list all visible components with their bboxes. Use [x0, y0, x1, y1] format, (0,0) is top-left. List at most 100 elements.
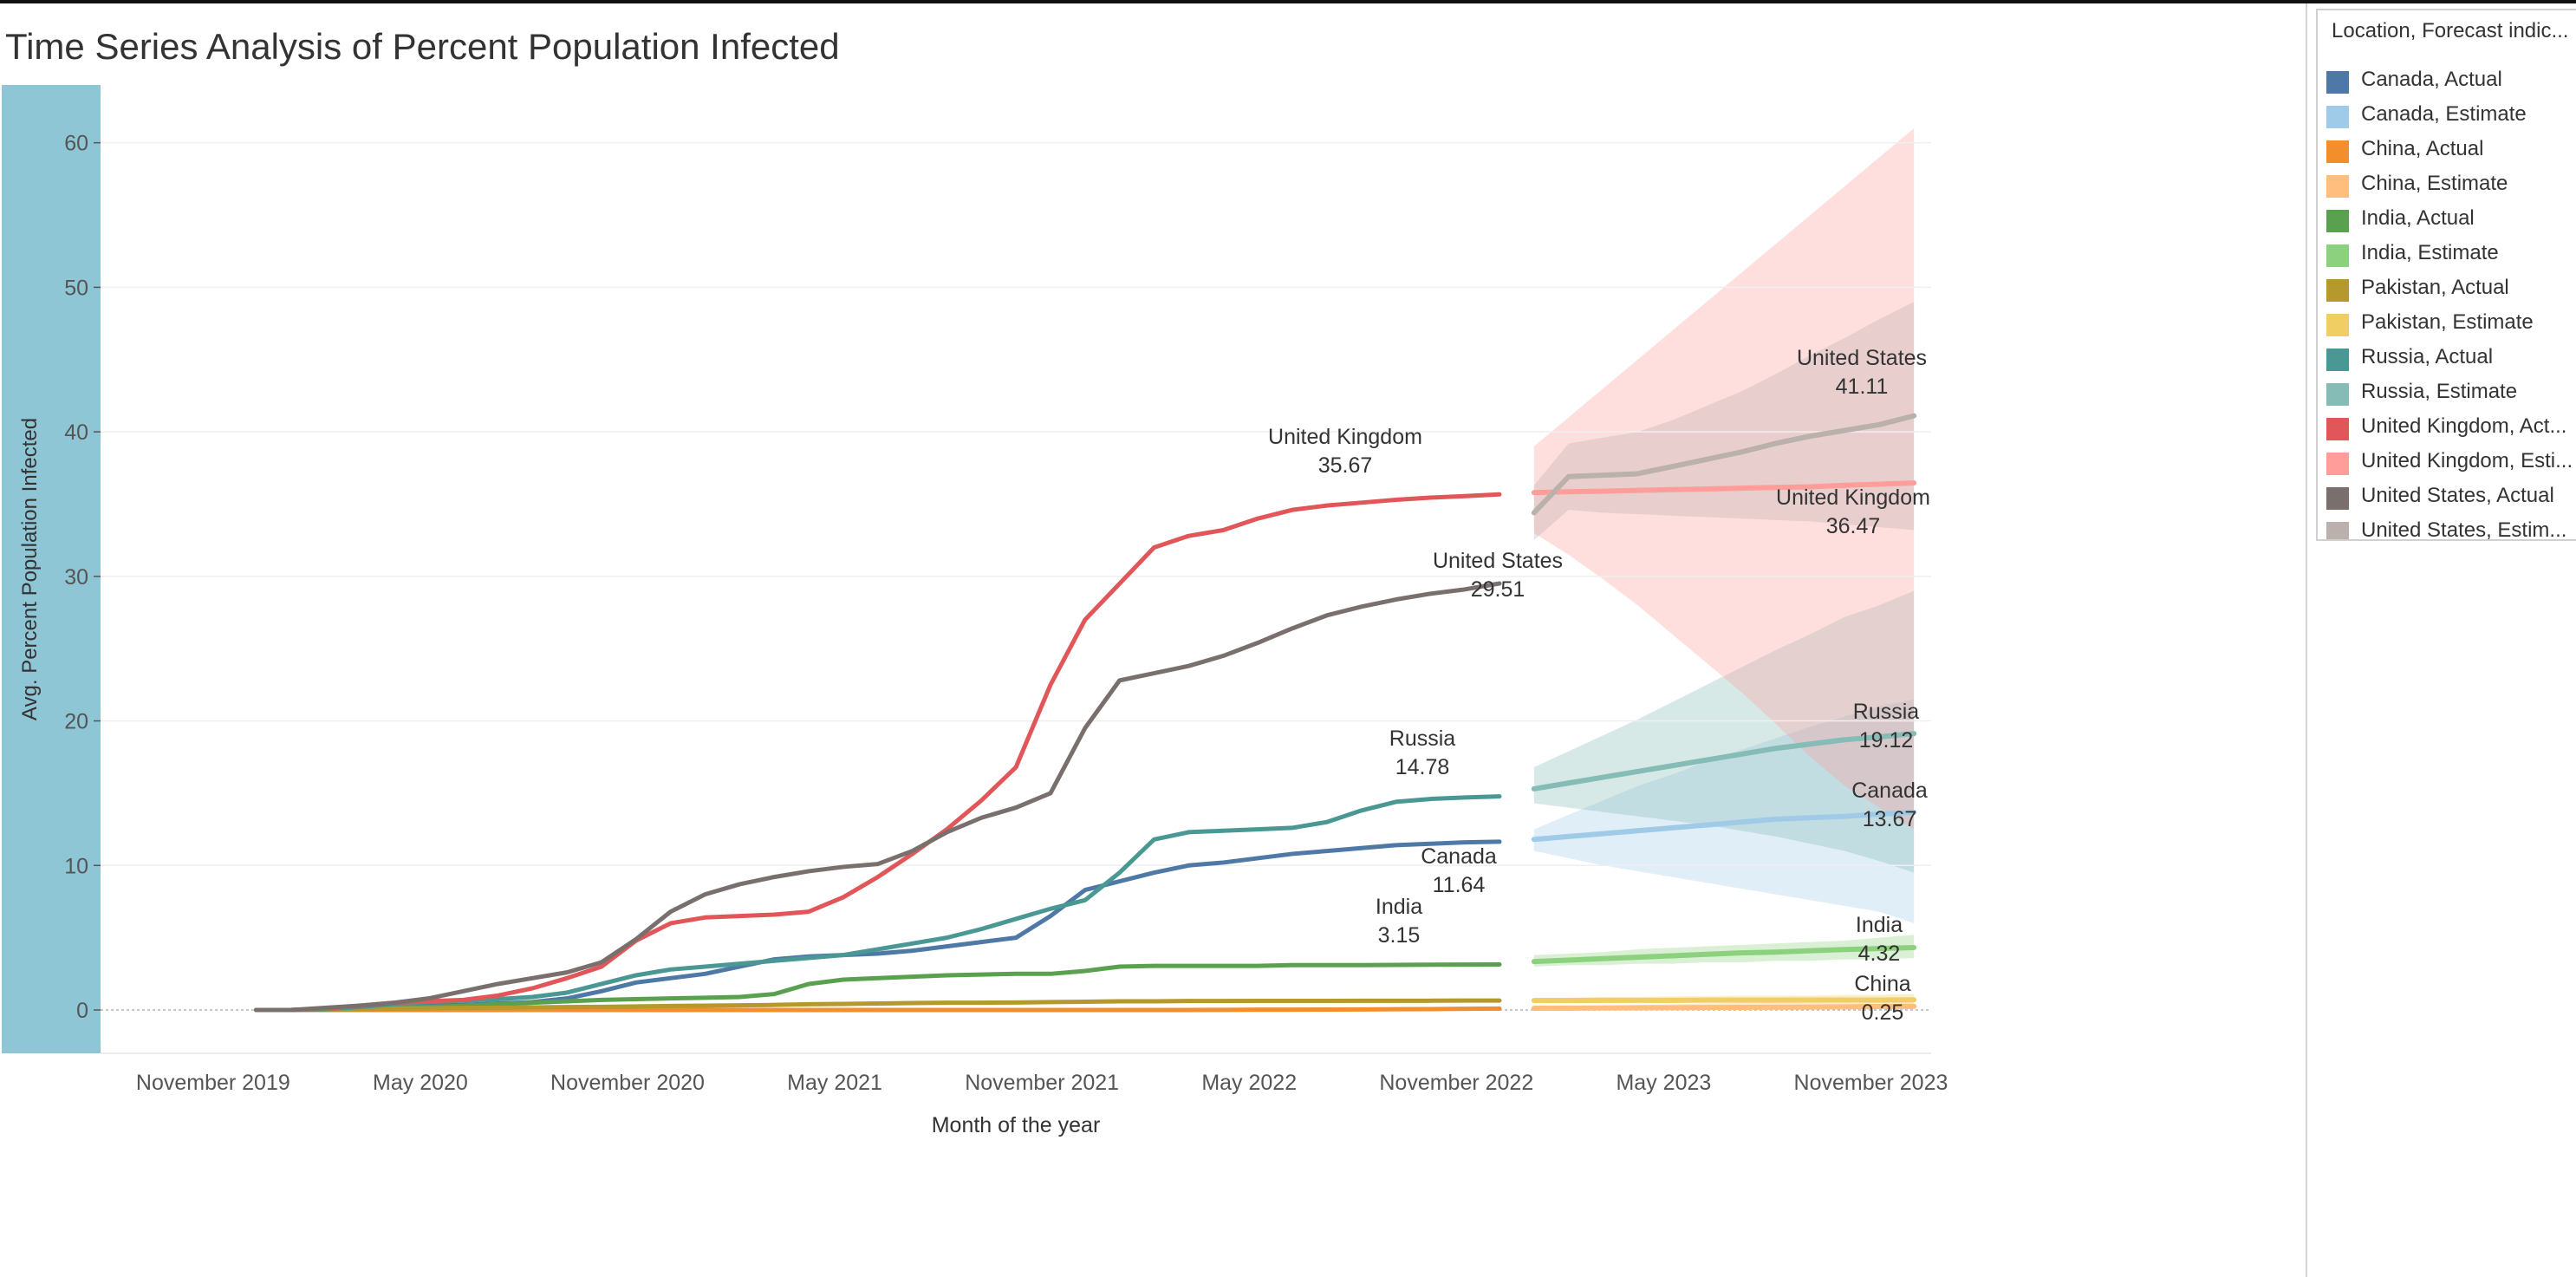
- legend-item[interactable]: Russia, Actual: [2326, 343, 2576, 375]
- legend-swatch: [2326, 279, 2349, 302]
- series-line[interactable]: [254, 998, 1502, 1013]
- series-line[interactable]: [1531, 1003, 1917, 1011]
- legend-swatch: [2326, 349, 2349, 371]
- series-line[interactable]: [254, 492, 1502, 1013]
- line-chart: 0 10 20 30 40 50 60 November 2019 May 2020 Novem…: [2, 85, 1948, 1137]
- forecast-band: [1533, 699, 1915, 923]
- legend-item[interactable]: India, Actual: [2326, 205, 2576, 236]
- legend-swatch: [2326, 175, 2349, 198]
- x-tick-label: May 2020: [373, 1071, 468, 1095]
- x-axis-label: Month of the year: [932, 1113, 1101, 1137]
- legend-label: Russia, Actual: [2361, 345, 2494, 368]
- legend-item[interactable]: China, Actual: [2326, 135, 2576, 166]
- y-axis-label: Avg. Percent Population Infected: [18, 418, 42, 720]
- legend-label: United States, Actual: [2361, 484, 2554, 507]
- legend-label: Russia, Estimate: [2361, 380, 2518, 403]
- data-label-value: 19.12: [1859, 728, 1914, 753]
- y-tick-label: 60: [64, 132, 88, 156]
- legend-label: United States, Estim...: [2361, 518, 2567, 541]
- series-line[interactable]: [254, 581, 1502, 1013]
- legend-swatch: [2326, 487, 2349, 510]
- legend-label: India, Actual: [2361, 206, 2475, 230]
- data-label-value: 41.11: [1836, 375, 1889, 399]
- legend-label: Canada, Estimate: [2361, 102, 2527, 126]
- x-tick-label: November 2022: [1379, 1071, 1533, 1095]
- legend-swatch: [2326, 106, 2349, 128]
- data-label-value: 3.15: [1378, 923, 1421, 948]
- data-label-value: 29.51: [1471, 577, 1525, 602]
- legend-item[interactable]: Pakistan, Estimate: [2326, 309, 2576, 340]
- data-label-value: 13.67: [1863, 807, 1917, 831]
- legend-label: China, Estimate: [2361, 172, 2508, 195]
- legend-item[interactable]: China, Estimate: [2326, 170, 2576, 201]
- page-title: Time Series Analysis of Percent Populati…: [5, 26, 840, 67]
- y-tick-label: 0: [76, 999, 88, 1023]
- x-tick-label: May 2023: [1616, 1071, 1711, 1095]
- data-label-value: 36.47: [1826, 514, 1881, 538]
- legend-item[interactable]: United States, Actual: [2326, 482, 2576, 513]
- data-labels: United Kingdom 35.67 United States 29.51 Rus…: [1268, 346, 1930, 1025]
- legend-label: United Kingdom, Esti...: [2361, 449, 2573, 472]
- data-label-value: 35.67: [1318, 453, 1373, 478]
- data-label-value: 0.25: [1862, 1000, 1904, 1025]
- top-border: [0, 0, 2576, 3]
- legend-title: Location, Forecast indic...: [2332, 19, 2569, 42]
- data-label-name: Canada: [1851, 779, 1928, 803]
- data-label-name: United Kingdom: [1268, 425, 1422, 449]
- x-tick-label: May 2021: [787, 1071, 882, 1095]
- series-line[interactable]: [1531, 413, 1917, 516]
- y-tick-label: 50: [64, 276, 88, 300]
- series-line[interactable]: [254, 839, 1502, 1013]
- legend-item[interactable]: United Kingdom, Act...: [2326, 413, 2576, 444]
- x-tick-label: November 2021: [965, 1071, 1119, 1095]
- y-tick-label: 40: [64, 420, 88, 445]
- data-label-value: 11.64: [1433, 873, 1486, 897]
- data-label-name: Russia: [1389, 726, 1456, 751]
- legend-label: United Kingdom, Act...: [2361, 414, 2567, 438]
- legend[interactable]: Location, Forecast indic... Canada, Actu…: [2316, 9, 2576, 541]
- y-tick-label: 10: [64, 854, 88, 878]
- data-label-value: 4.32: [1858, 941, 1901, 966]
- legend-label: Pakistan, Actual: [2361, 276, 2509, 299]
- data-label-name: China: [1854, 972, 1910, 996]
- data-label-name: India: [1376, 895, 1422, 919]
- data-label-name: Canada: [1421, 844, 1497, 869]
- legend-swatch: [2326, 418, 2349, 440]
- y-axis-ticks: 0 10 20 30 40 50 60: [64, 132, 101, 1023]
- legend-item[interactable]: Pakistan, Actual: [2326, 274, 2576, 305]
- series-line[interactable]: [1531, 479, 1917, 496]
- data-label-value: 14.78: [1395, 755, 1450, 779]
- legend-item[interactable]: United States, Estim...: [2326, 517, 2576, 541]
- x-tick-label: November 2020: [550, 1071, 705, 1095]
- legend-item[interactable]: Canada, Actual: [2326, 66, 2576, 97]
- forecast-band: [1533, 302, 1915, 541]
- x-tick-label: November 2023: [1794, 1071, 1948, 1095]
- x-tick-label: November 2019: [136, 1071, 290, 1095]
- legend-divider: [2306, 3, 2307, 1277]
- series-line[interactable]: [1531, 810, 1917, 843]
- legend-label: India, Estimate: [2361, 241, 2499, 264]
- legend-swatch: [2326, 522, 2349, 539]
- legend-swatch: [2326, 383, 2349, 406]
- legend-swatch: [2326, 244, 2349, 267]
- y-tick-label: 30: [64, 565, 88, 590]
- legend-item[interactable]: Russia, Estimate: [2326, 378, 2576, 409]
- legend-item[interactable]: India, Estimate: [2326, 239, 2576, 270]
- series-lines: [254, 413, 1917, 1013]
- forecast-band: [1533, 128, 1915, 830]
- legend-swatch: [2326, 71, 2349, 94]
- data-label-name: United States: [1433, 549, 1563, 573]
- legend-item[interactable]: United Kingdom, Esti...: [2326, 447, 2576, 479]
- data-label-name: United Kingdom: [1776, 485, 1930, 510]
- legend-swatch: [2326, 453, 2349, 475]
- series-line[interactable]: [1531, 944, 1917, 965]
- series-line[interactable]: [254, 961, 1502, 1013]
- data-label-name: India: [1856, 913, 1903, 937]
- y-tick-label: 20: [64, 710, 88, 734]
- series-line[interactable]: [1531, 731, 1917, 792]
- legend-swatch: [2326, 140, 2349, 163]
- data-label-name: Russia: [1853, 700, 1920, 724]
- legend-swatch: [2326, 314, 2349, 336]
- legend-item[interactable]: Canada, Estimate: [2326, 101, 2576, 132]
- y-axis-band[interactable]: [2, 85, 101, 1053]
